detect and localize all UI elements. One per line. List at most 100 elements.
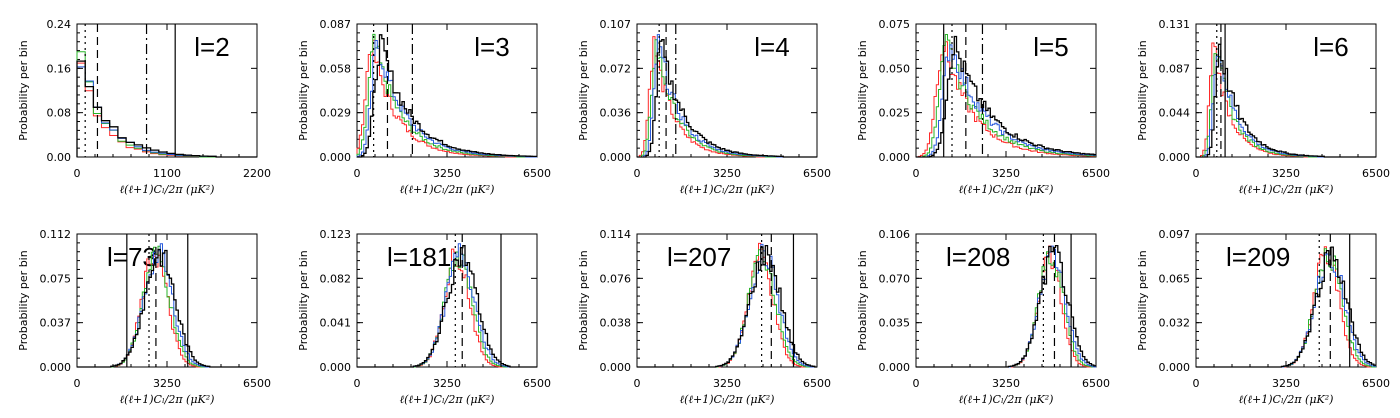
x-tick-label: 6500 (243, 377, 271, 390)
y-tick-label: 0.08 (47, 107, 72, 120)
y-tick-label: 0.035 (879, 317, 911, 330)
panel-title: l=3 (474, 32, 509, 62)
y-tick-label: 0.107 (600, 18, 632, 31)
plot-frame (1195, 23, 1377, 158)
histogram-series-red (76, 62, 257, 158)
y-tick-label: 0.076 (600, 272, 632, 285)
y-tick-label: 0.058 (320, 62, 352, 75)
y-tick-label: 0.000 (320, 151, 352, 164)
y-tick-label: 0.087 (320, 18, 352, 31)
y-tick-label: 0.075 (40, 272, 72, 285)
x-axis-label: ℓ(ℓ+1)Cₗ/2π (μK²) (959, 393, 1054, 406)
y-tick-label: 0.050 (879, 62, 911, 75)
y-tick-label: 0.025 (879, 107, 911, 120)
y-tick-label: 0.000 (1159, 151, 1191, 164)
x-tick-label: 3250 (992, 377, 1020, 390)
x-axis-label: ℓ(ℓ+1)Cₗ/2π (μK²) (680, 183, 775, 196)
panel-l-207: 0.000 0.038 0.076 0.114 0 3250 6500 ℓ(ℓ+1)Cₗ/2π… (577, 228, 831, 406)
panel-title: l=208 (946, 242, 1010, 272)
histogram-series-blue (76, 66, 257, 158)
panel-title: l=2 (194, 32, 229, 62)
x-tick-label: 0 (913, 167, 920, 180)
x-axis-label: ℓ(ℓ+1)Cₗ/2π (μK²) (120, 183, 215, 196)
y-axis-label: Probability per bin (297, 250, 310, 350)
x-tick-label: 3250 (1272, 377, 1300, 390)
histogram-series-red (356, 39, 537, 158)
x-tick-label: 3250 (1272, 167, 1300, 180)
y-tick-label: 0.036 (600, 107, 632, 120)
panel-l-5: 0.000 0.025 0.050 0.075 0 3250 6500 ℓ(ℓ+1)Cₗ/2π… (856, 18, 1110, 196)
x-axis-label: ℓ(ℓ+1)Cₗ/2π (μK²) (680, 393, 775, 406)
x-tick-label: 6500 (1362, 167, 1390, 180)
x-axis-label: ℓ(ℓ+1)Cₗ/2π (μK²) (1239, 393, 1334, 406)
y-axis-label: Probability per bin (17, 250, 30, 350)
panel-l-181: 0.000 0.041 0.082 0.123 0 3250 6500 ℓ(ℓ+1)Cₗ/2π… (297, 228, 551, 406)
x-tick-label: 3250 (433, 167, 461, 180)
y-tick-label: 0.000 (1159, 361, 1191, 374)
x-tick-label: 0 (1193, 167, 1200, 180)
x-axis-label: ℓ(ℓ+1)Cₗ/2π (μK²) (400, 183, 495, 196)
histogram-series-green (637, 39, 817, 158)
y-tick-label: 0.032 (1159, 317, 1191, 330)
y-axis-label: Probability per bin (1136, 40, 1149, 140)
x-tick-label: 0 (354, 167, 361, 180)
panel-l-3: 0.000 0.029 0.058 0.087 0 3250 6500 ℓ(ℓ+1)Cₗ/2π… (297, 18, 551, 196)
x-tick-label: 3250 (433, 377, 461, 390)
x-tick-label: 6500 (1082, 377, 1110, 390)
y-tick-label: 0.044 (1159, 107, 1191, 120)
y-tick-label: 0.106 (879, 228, 911, 241)
x-tick-label: 6500 (803, 167, 831, 180)
y-tick-label: 0.24 (47, 18, 72, 31)
x-axis-label: ℓ(ℓ+1)Cₗ/2π (μK²) (1239, 183, 1334, 196)
histogram-series-green (916, 34, 1096, 158)
y-tick-label: 0.123 (320, 228, 352, 241)
histogram-series-black (1196, 43, 1376, 158)
x-tick-label: 0 (634, 377, 641, 390)
x-axis-label: ℓ(ℓ+1)Cₗ/2π (μK²) (400, 393, 495, 406)
histogram-series-black (916, 244, 1096, 368)
y-axis-label: Probability per bin (577, 40, 590, 140)
histogram-series-black (637, 39, 817, 158)
panel-title: l=209 (1226, 242, 1290, 272)
y-tick-label: 0.041 (320, 317, 352, 330)
panel-title: l=6 (1313, 32, 1348, 62)
x-tick-label: 0 (74, 377, 81, 390)
y-tick-label: 0.029 (320, 107, 352, 120)
x-tick-label: 6500 (1082, 167, 1110, 180)
y-axis-label: Probability per bin (1136, 250, 1149, 350)
y-axis-label: Probability per bin (856, 40, 869, 140)
x-tick-label: 3250 (713, 167, 741, 180)
panel-l-2: 0.00 0.08 0.16 0.24 0 1100 2200 ℓ(ℓ+1)Cₗ/2π (μK… (17, 18, 271, 196)
x-tick-label: 1100 (153, 167, 181, 180)
y-tick-label: 0.131 (1159, 18, 1191, 31)
histogram-series-black (637, 244, 817, 368)
panel-l-4: 0.000 0.036 0.072 0.107 0 3250 6500 ℓ(ℓ+1)Cₗ/2π… (577, 18, 831, 196)
x-tick-label: 3250 (713, 377, 741, 390)
y-tick-label: 0.000 (600, 151, 632, 164)
y-tick-label: 0.00 (47, 151, 72, 164)
y-axis-label: Probability per bin (856, 250, 869, 350)
histogram-series-black (1196, 246, 1376, 368)
y-tick-label: 0.065 (1159, 272, 1191, 285)
y-tick-label: 0.097 (1159, 228, 1191, 241)
histogram-series-black (357, 34, 537, 158)
histogram-series-black (76, 60, 257, 158)
x-tick-label: 0 (913, 377, 920, 390)
histogram-series-green (356, 33, 537, 158)
y-tick-label: 0.070 (879, 272, 911, 285)
histogram-series-blue (356, 40, 537, 158)
panel-l-6: 0.000 0.044 0.087 0.131 0 3250 6500 ℓ(ℓ+1)Cₗ/2π… (1136, 18, 1390, 196)
x-tick-label: 3250 (153, 377, 181, 390)
histogram-series-black (916, 35, 1096, 158)
y-tick-label: 0.16 (47, 62, 72, 75)
x-tick-label: 2200 (243, 167, 271, 180)
y-tick-label: 0.000 (879, 151, 911, 164)
x-tick-label: 6500 (523, 167, 551, 180)
x-tick-label: 0 (354, 377, 361, 390)
panel-l-208: 0.000 0.035 0.070 0.106 0 3250 6500 ℓ(ℓ+1)Cₗ/2π… (856, 228, 1110, 406)
y-tick-label: 0.000 (320, 361, 352, 374)
x-tick-label: 3250 (992, 167, 1020, 180)
histogram-series-green (76, 51, 257, 158)
y-tick-label: 0.087 (1159, 62, 1191, 75)
